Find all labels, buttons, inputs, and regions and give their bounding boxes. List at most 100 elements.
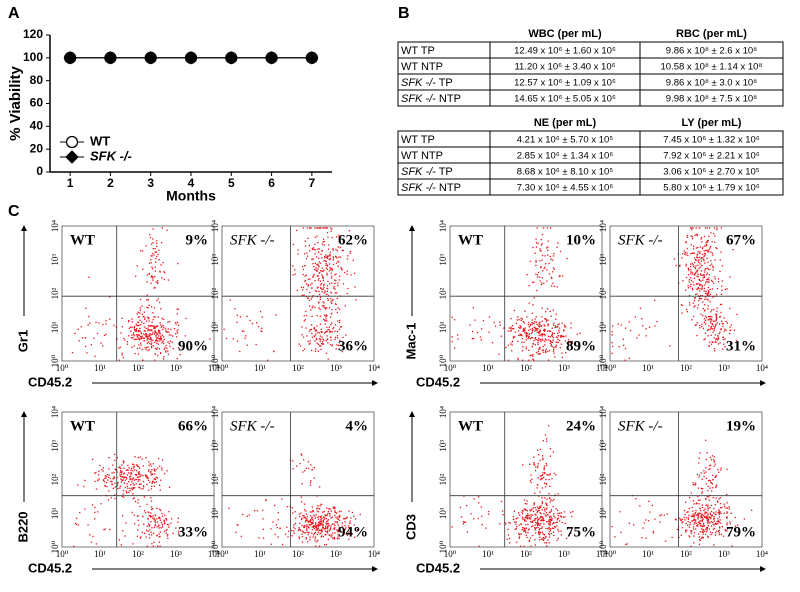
event-dot: [147, 517, 149, 520]
event-dot: [307, 284, 309, 286]
event-dot: [296, 289, 298, 291]
event-dot: [139, 307, 141, 309]
x-axis-label: CD45.2: [416, 560, 460, 575]
event-dot: [321, 331, 323, 333]
event-dot: [168, 486, 171, 488]
event-dot: [316, 541, 318, 543]
event-dot: [479, 336, 482, 338]
event-dot: [541, 320, 543, 322]
event-dot: [611, 331, 613, 333]
event-dot: [334, 510, 336, 512]
event-dot: [550, 341, 553, 343]
flow-plot: SFK -/- 62%36%: [221, 225, 375, 362]
event-dot: [699, 263, 701, 265]
event-dot: [143, 523, 145, 525]
event-dot: [120, 481, 122, 483]
event-dot: [141, 337, 143, 339]
event-dot: [541, 487, 543, 489]
event-dot: [84, 508, 86, 510]
event-dot: [130, 478, 132, 480]
event-dot: [310, 464, 312, 466]
event-dot: [546, 542, 548, 544]
event-dot: [711, 515, 713, 517]
event-dot: [710, 327, 712, 329]
y-tick-label: 10¹: [50, 507, 60, 519]
event-dot: [555, 474, 557, 476]
event-dot: [142, 268, 144, 270]
event-dot: [699, 531, 701, 533]
event-dot: [134, 328, 136, 331]
event-dot: [642, 325, 644, 327]
event-dot: [710, 517, 712, 520]
event-dot: [694, 324, 697, 326]
event-dot: [152, 319, 154, 321]
event-dot: [270, 543, 272, 545]
event-dot: [555, 318, 557, 320]
event-dot: [548, 262, 550, 265]
event-dot: [692, 281, 694, 283]
event-dot: [148, 320, 150, 322]
table-header: RBC (per mL): [676, 28, 747, 40]
event-dot: [701, 504, 703, 506]
event-dot: [553, 515, 555, 517]
event-dot: [561, 356, 564, 359]
event-dot: [75, 522, 77, 525]
event-dot: [510, 343, 512, 345]
event-dot: [150, 324, 152, 327]
event-dot: [713, 527, 716, 530]
event-dot: [639, 307, 642, 309]
event-dot: [312, 509, 314, 512]
event-dot: [707, 504, 709, 506]
event-dot: [139, 537, 142, 539]
event-dot: [112, 464, 114, 466]
event-dot: [541, 474, 543, 477]
event-dot: [324, 319, 326, 321]
event-dot: [709, 227, 711, 229]
event-dot: [691, 235, 693, 238]
event-dot: [162, 358, 165, 360]
event-dot: [538, 325, 540, 327]
event-dot: [611, 334, 613, 336]
event-dot: [93, 337, 95, 339]
event-dot: [693, 523, 695, 525]
event-dot: [519, 333, 521, 335]
event-dot: [321, 341, 324, 343]
event-dot: [154, 473, 156, 475]
event-dot: [705, 323, 707, 325]
event-dot: [314, 340, 316, 342]
event-dot: [696, 233, 698, 236]
event-dot: [671, 536, 673, 539]
event-dot: [534, 513, 536, 515]
event-dot: [311, 349, 313, 352]
event-dot: [302, 350, 304, 352]
event-dot: [299, 345, 302, 347]
event-dot: [326, 307, 328, 309]
event-dot: [279, 527, 281, 529]
event-dot: [547, 339, 550, 341]
event-dot: [537, 242, 539, 244]
event-dot: [305, 327, 307, 329]
event-dot: [346, 273, 348, 275]
event-dot: [617, 323, 619, 325]
event-dot: [708, 274, 711, 276]
event-dot: [611, 342, 613, 344]
event-dot: [105, 477, 107, 479]
event-dot: [318, 265, 320, 267]
event-dot: [314, 306, 316, 308]
event-dot: [529, 518, 532, 520]
event-dot: [536, 289, 538, 292]
event-dot: [327, 526, 329, 528]
event-dot: [693, 535, 695, 537]
event-dot: [524, 332, 526, 334]
sample: TP: [439, 166, 453, 178]
event-dot: [544, 508, 546, 510]
x-tick-label: 2: [107, 176, 114, 190]
event-dot: [715, 485, 717, 487]
event-dot: [304, 470, 306, 472]
event-dot: [711, 455, 714, 457]
event-dot: [552, 309, 554, 311]
event-dot: [680, 534, 682, 536]
event-dot: [161, 512, 163, 515]
event-dot: [157, 545, 159, 547]
event-dot: [158, 525, 160, 527]
